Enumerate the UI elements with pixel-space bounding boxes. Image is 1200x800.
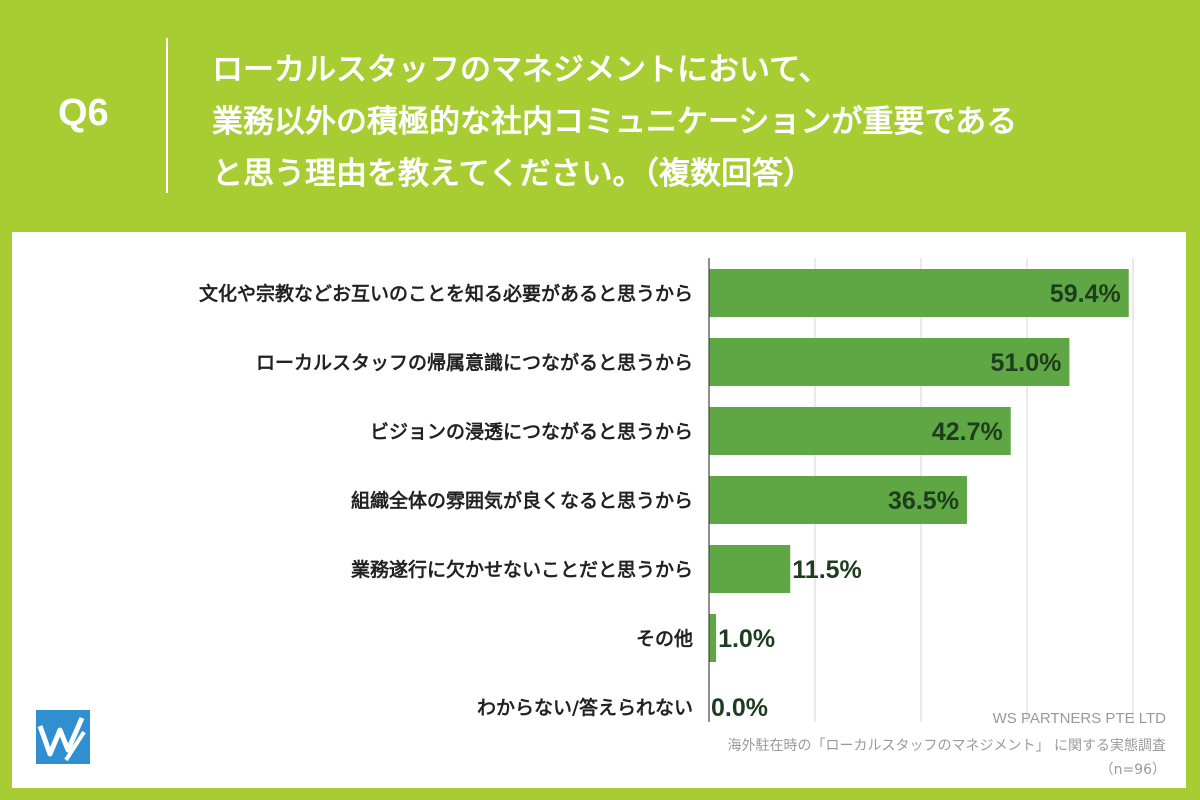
question-number: Q6 — [58, 92, 109, 134]
value-label: 11.5% — [792, 556, 862, 584]
category-label: ビジョンの浸透につながると思うから — [370, 420, 693, 443]
value-label: 36.5% — [888, 487, 959, 515]
category-label: その他 — [636, 627, 693, 650]
value-label: 51.0% — [991, 349, 1062, 377]
value-label: 0.0% — [711, 694, 768, 722]
question-text: ローカルスタッフのマネジメントにおいて、 業務以外の積極的な社内コミュニケーショ… — [212, 44, 1172, 200]
value-label: 42.7% — [932, 418, 1003, 446]
bar — [709, 614, 717, 662]
question-line-3: と思う理由を教えてください。（複数回答） — [212, 156, 815, 192]
credit-sample-size: （n=96） — [1099, 762, 1166, 778]
category-label: ローカルスタッフの帰属意識につながると思うから — [256, 351, 693, 374]
bar — [709, 269, 1129, 317]
header-divider — [166, 38, 168, 193]
bar — [709, 476, 967, 524]
category-label: 組織全体の雰囲気が良くなると思うから — [351, 489, 693, 512]
category-label: わからない/答えられない — [477, 696, 693, 719]
bar — [709, 407, 1011, 455]
question-line-1: ローカルスタッフのマネジメントにおいて、 — [212, 52, 830, 88]
credit-company: WS PARTNERS PTE LTD — [992, 710, 1166, 727]
bar — [709, 545, 791, 593]
bar-chart: 文化や宗教などお互いのことを知る必要があると思うから 59.4% ローカルスタッフの… — [199, 258, 1134, 722]
credit-survey: 海外駐在時の「ローカルスタッフのマネジメント」 に関する実態調査 — [727, 738, 1166, 754]
value-label: 1.0% — [718, 625, 775, 653]
category-label: 文化や宗教などお互いのことを知る必要があると思うから — [199, 282, 693, 305]
chart-panel: 文化や宗教などお互いのことを知る必要があると思うから 59.4% ローカルスタッフの… — [12, 232, 1186, 788]
company-logo — [36, 710, 90, 764]
bar — [709, 338, 1070, 386]
value-label: 59.4% — [1050, 280, 1121, 308]
category-label: 業務遂行に欠かせないことだと思うから — [350, 558, 693, 581]
question-line-2: 業務以外の積極的な社内コミュニケーションが重要である — [212, 104, 1018, 140]
